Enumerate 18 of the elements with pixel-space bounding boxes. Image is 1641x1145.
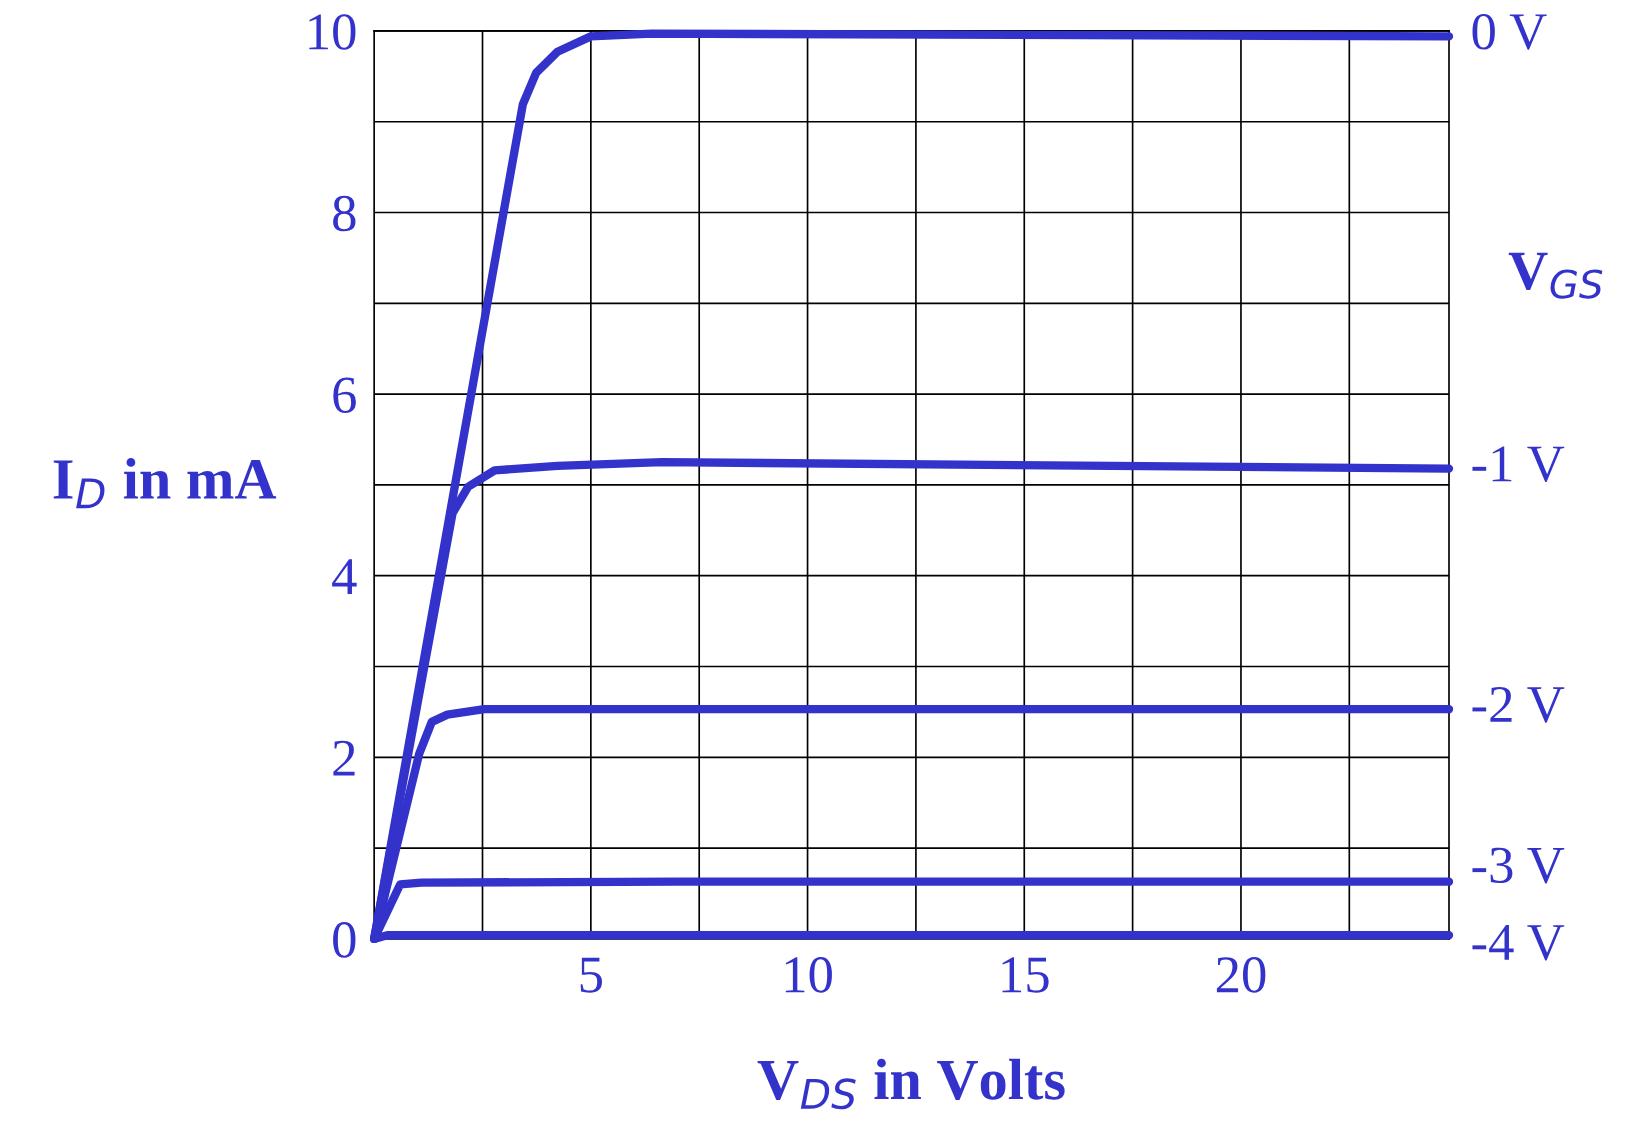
series-label: -1 V — [1472, 446, 1565, 483]
series-label: -3 V — [1472, 847, 1565, 884]
series-label: -2 V — [1472, 686, 1565, 723]
x-tick-label: 15 — [1002, 957, 1049, 993]
y-tick-label: 6 — [333, 377, 356, 413]
x-tick-label: 5 — [580, 957, 602, 993]
x-tick-label: 10 — [785, 957, 832, 993]
y-axis-title: I$_{D}$ in mA — [53, 458, 277, 509]
y-tick-label: 4 — [332, 559, 357, 595]
y-tick-label: 10 — [309, 14, 356, 50]
x-axis-title: V$_{DS}$ in Volts — [757, 1058, 1065, 1110]
series-label: -4 V — [1472, 925, 1565, 961]
y-tick-label: 0 — [333, 922, 356, 958]
legend-title: V$_{GS}$ — [1508, 252, 1603, 299]
y-tick-label: 8 — [333, 195, 356, 232]
series-label: 0 V — [1472, 13, 1547, 50]
x-tick-label: 20 — [1216, 957, 1266, 993]
y-tick-label: 2 — [333, 740, 355, 776]
